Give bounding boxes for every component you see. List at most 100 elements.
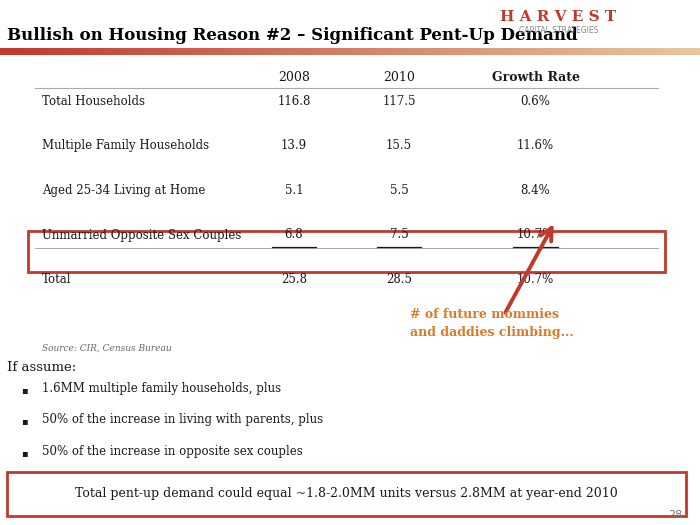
Bar [289,48,292,55]
Bar [257,48,259,55]
Bar [194,48,196,55]
Bar [681,48,684,55]
Bar [509,48,511,55]
Bar [212,48,215,55]
Bar [525,48,527,55]
Bar [86,48,89,55]
Bar [628,48,630,55]
Bar [432,48,434,55]
Bar [317,48,320,55]
Bar [352,48,355,55]
Bar [478,48,481,55]
Bar [632,48,635,55]
Text: 1.6MM multiple family households, plus: 1.6MM multiple family households, plus [42,382,281,395]
Bar [341,48,343,55]
Bar [177,48,180,55]
Bar [189,48,191,55]
Bar [415,48,418,55]
Bar [84,48,86,55]
Bar [217,48,219,55]
Bar [546,48,548,55]
Bar [378,48,380,55]
Bar [16,48,19,55]
Bar [0,48,2,55]
Bar [315,48,317,55]
Bar [126,48,128,55]
Bar [483,48,485,55]
Bar [236,48,238,55]
Bar [42,48,44,55]
Bar [644,48,646,55]
Bar [406,48,408,55]
Bar [404,48,406,55]
Bar [583,48,586,55]
Bar [161,48,163,55]
Bar [691,48,693,55]
Bar [380,48,383,55]
Bar [191,48,194,55]
Bar [282,48,285,55]
Bar [79,48,82,55]
Bar [665,48,667,55]
Bar [523,48,525,55]
Bar [240,48,243,55]
Bar [490,48,492,55]
Bar [203,48,205,55]
Bar [574,48,576,55]
Bar [19,48,21,55]
Bar [238,48,240,55]
Bar [555,48,558,55]
Bar [63,48,65,55]
Bar [170,48,173,55]
Bar [614,48,616,55]
Bar [572,48,574,55]
Bar [142,48,145,55]
Bar [497,48,499,55]
Bar [147,48,149,55]
Bar [320,48,322,55]
Text: 5.1: 5.1 [285,184,303,197]
Bar [548,48,551,55]
Bar [51,48,54,55]
Bar [77,48,79,55]
Text: 8.4%: 8.4% [521,184,550,197]
Text: H A R V E S T: H A R V E S T [500,9,617,24]
Bar [331,48,334,55]
Bar [21,48,23,55]
Bar [385,48,387,55]
Bar [467,48,469,55]
Bar [166,48,168,55]
Bar [366,48,369,55]
Text: Multiple Family Households: Multiple Family Households [42,139,209,152]
Text: CAPITAL STRATEGIES: CAPITAL STRATEGIES [519,26,598,35]
Bar [553,48,555,55]
Text: 116.8: 116.8 [277,94,311,108]
Bar [369,48,371,55]
Bar [625,48,628,55]
Bar [324,48,327,55]
Bar [131,48,133,55]
Bar [91,48,93,55]
Bar [443,48,446,55]
Bar [348,48,350,55]
Bar [667,48,670,55]
Bar [47,48,49,55]
Bar [425,48,427,55]
Bar [355,48,357,55]
Bar [26,48,28,55]
Bar [154,48,156,55]
Bar [350,48,352,55]
Bar [504,48,506,55]
Bar [518,48,520,55]
Bar [93,48,96,55]
Bar [266,48,268,55]
Text: If assume:: If assume: [7,361,76,374]
Bar [159,48,161,55]
Bar [201,48,203,55]
Bar [698,48,700,55]
Bar [392,48,394,55]
Bar [175,48,177,55]
Bar [527,48,530,55]
Bar [593,48,595,55]
Bar [600,48,602,55]
